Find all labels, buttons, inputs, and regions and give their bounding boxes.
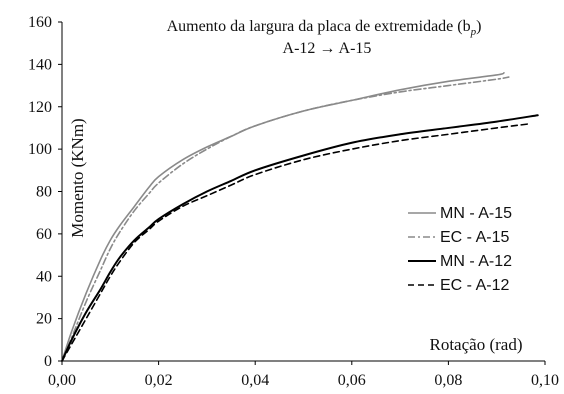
legend-label-2: MN - A-12 — [440, 253, 512, 270]
legend-label-1: EC - A-15 — [440, 229, 509, 246]
y-tick-label: 160 — [28, 14, 52, 31]
legend-label-3: EC - A-12 — [440, 277, 509, 294]
series-line-0 — [61, 72, 505, 362]
series-line-2 — [61, 114, 539, 362]
chart-subtitle: A-12 → A-15 — [283, 40, 372, 57]
chart-title-text: Aumento da largura da placa de extremida… — [167, 18, 471, 35]
series-line-3 — [61, 122, 532, 362]
legend-label-0: MN - A-15 — [440, 205, 512, 222]
y-tick-label: 60 — [36, 226, 52, 243]
y-tick-label: 0 — [44, 353, 52, 370]
y-tick-label: 140 — [28, 56, 52, 73]
chart-title: Aumento da largura da placa de extremida… — [167, 18, 482, 38]
x-tick-label: 0,08 — [434, 372, 462, 389]
chart-title-close: ) — [476, 18, 481, 35]
y-tick-label: 120 — [28, 99, 52, 116]
y-tick-label: 20 — [36, 311, 52, 328]
x-tick-label: 0,04 — [241, 372, 269, 389]
x-tick-label: 0,06 — [338, 372, 366, 389]
series-layer — [61, 72, 539, 362]
y-tick-label: 80 — [36, 184, 52, 201]
y-tick-label: 100 — [28, 141, 52, 158]
ticks-layer: 0 20 40 60 80 100 120 140 160 0,00 0,02 0,04 0,06 0,0… — [28, 14, 559, 389]
x-tick-label: 0,10 — [531, 372, 559, 389]
y-axis-title: Momento (KNm) — [68, 118, 87, 237]
x-tick-label: 0,02 — [145, 372, 173, 389]
x-tick-label: 0,00 — [48, 372, 76, 389]
legend: MN - A-15 EC - A-15 MN - A-12 EC - A-12 — [408, 205, 512, 294]
chart-title-symbol-sub: p — [470, 26, 477, 38]
series-line-1 — [61, 76, 510, 362]
y-tick-label: 40 — [36, 268, 52, 285]
x-axis-title: Rotação (rad) — [430, 335, 523, 354]
